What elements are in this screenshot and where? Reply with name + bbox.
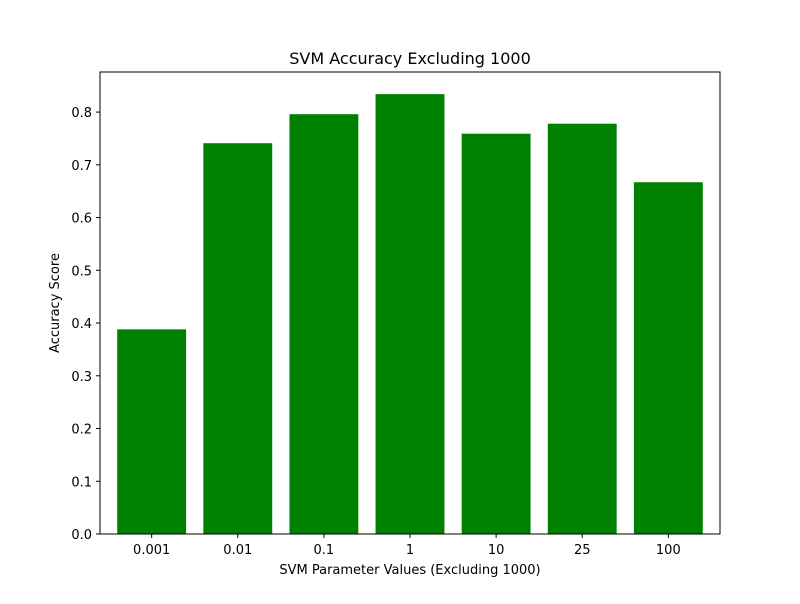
y-tick-label: 0.4 — [71, 317, 92, 332]
bar-10 — [461, 133, 531, 534]
x-ticks-layer: 0.001 0.01 0.1 1 10 25 100 — [133, 534, 681, 558]
x-tick-label: 0.001 — [133, 543, 170, 558]
y-tick-label: 0.1 — [71, 475, 92, 490]
bar-0.1 — [289, 114, 359, 535]
y-axis-label: Accuracy Score — [48, 253, 63, 353]
y-tick-label: 0.7 — [71, 159, 92, 174]
bars-layer — [117, 94, 703, 535]
y-tick-label: 0.8 — [71, 106, 92, 121]
bar-0.01 — [203, 143, 273, 535]
bar-0.001 — [117, 329, 187, 534]
x-tick-label: 10 — [488, 543, 505, 558]
x-tick-label: 1 — [406, 543, 414, 558]
x-tick-label: 0.1 — [314, 543, 335, 558]
bar-25 — [547, 123, 617, 534]
chart-title: SVM Accuracy Excluding 1000 — [289, 49, 531, 68]
y-ticks-layer: 0.0 0.1 0.2 0.3 0.4 0.5 0.6 0.7 0.8 — [71, 106, 100, 543]
y-tick-label: 0.2 — [71, 423, 92, 438]
x-tick-label: 100 — [656, 543, 681, 558]
x-tick-label: 25 — [574, 543, 591, 558]
bar-1 — [375, 94, 445, 534]
plot-area-frame — [99, 71, 721, 535]
y-tick-label: 0.3 — [71, 370, 92, 385]
x-axis-label: SVM Parameter Values (Excluding 1000) — [279, 563, 540, 578]
y-tick-label: 0.6 — [71, 212, 92, 227]
y-tick-label: 0.0 — [71, 528, 92, 543]
y-tick-label: 0.5 — [71, 264, 92, 279]
bar-100 — [633, 182, 703, 535]
x-tick-label: 0.01 — [223, 543, 252, 558]
